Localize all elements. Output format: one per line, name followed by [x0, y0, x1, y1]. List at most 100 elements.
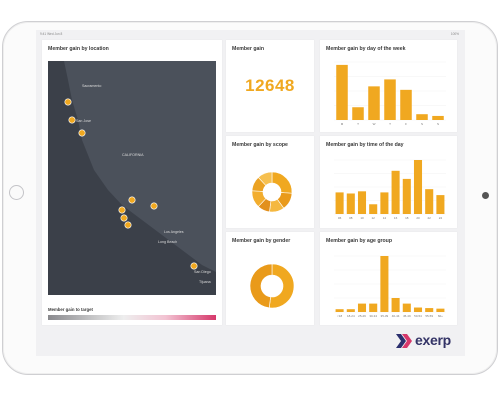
tick-label: 22	[428, 216, 432, 220]
chart-age-group: <18 18-24 25-29 30-34 35-39 40-44 45-49 50-54 55…	[334, 255, 446, 318]
bar[interactable]	[380, 192, 389, 214]
california-map[interactable]: CALIFORNIA Sacramento San Jose Los Angel…	[42, 40, 222, 302]
chart-scope	[251, 171, 293, 213]
tick-label: T	[389, 122, 391, 126]
card-title-time-of-day: Member gain by time of the day	[326, 142, 404, 148]
legend-title: Member gain to target	[48, 307, 93, 312]
map-marker[interactable]	[64, 98, 72, 106]
bar[interactable]	[369, 303, 378, 312]
bar[interactable]	[413, 160, 423, 214]
map-marker[interactable]	[150, 202, 158, 210]
card-time-of-day[interactable]: Member gain by time of the day 06 08 10 12 1…	[320, 136, 457, 228]
bar[interactable]	[432, 115, 444, 120]
tick-label: 18-24	[347, 314, 355, 318]
tick-label: 14	[383, 216, 387, 220]
bar[interactable]	[368, 86, 380, 120]
card-day-of-week[interactable]: Member gain by day of the week M T W T F S S	[320, 40, 457, 132]
map-marker[interactable]	[124, 221, 132, 229]
chart-gender	[249, 263, 295, 309]
exerp-logo-icon	[396, 334, 412, 348]
tick-label: 08	[349, 216, 353, 220]
tick-label: S	[421, 122, 423, 126]
card-title-member-gain: Member gain	[232, 46, 264, 52]
card-title-scope: Member gain by scope	[232, 142, 288, 148]
card-title-gender: Member gain by gender	[232, 238, 291, 244]
map-marker[interactable]	[68, 116, 76, 124]
tick-label: 12	[372, 216, 376, 220]
tick-label: 30-34	[369, 314, 377, 318]
bar[interactable]	[352, 107, 364, 120]
tick-label: M	[341, 122, 344, 126]
bar[interactable]	[416, 114, 428, 120]
tick-label: 24	[439, 216, 443, 220]
member-gain-value: 12648	[245, 76, 295, 95]
bar[interactable]	[402, 303, 411, 312]
card-gender[interactable]: Member gain by gender	[226, 232, 314, 325]
dashboard-screen: 9:41 Wed Jun 8 100% Member gain by locat…	[36, 30, 465, 356]
card-title-location: Member gain by location	[48, 46, 109, 52]
tick-label: 35-39	[381, 314, 389, 318]
bar[interactable]	[425, 308, 434, 312]
bar[interactable]	[436, 308, 445, 312]
bar[interactable]	[402, 178, 411, 214]
map-marker[interactable]	[128, 196, 136, 204]
tick-label: 50-54	[414, 314, 422, 318]
bar[interactable]	[384, 79, 396, 120]
donut-slice[interactable]	[249, 263, 273, 309]
tick-label: 40-44	[392, 314, 400, 318]
tick-label: T	[357, 122, 359, 126]
donut-slice[interactable]	[257, 171, 273, 186]
map-label-san-diego: San Diego	[194, 270, 211, 274]
bar[interactable]	[391, 298, 400, 312]
map-label-sacramento: Sacramento	[82, 84, 101, 88]
bar[interactable]	[346, 309, 355, 312]
donut-slice[interactable]	[271, 171, 293, 194]
tick-label: 06	[338, 216, 342, 220]
tick-label: 18	[405, 216, 409, 220]
bar[interactable]	[346, 193, 355, 214]
map-marker[interactable]	[120, 214, 128, 222]
bar[interactable]	[391, 170, 400, 214]
map-label-san-jose: San Jose	[76, 119, 91, 123]
map-marker[interactable]	[78, 129, 86, 137]
donut-slice[interactable]	[268, 263, 295, 309]
map-label-los-angeles: Los Angeles	[164, 230, 184, 234]
bar[interactable]	[425, 189, 434, 214]
card-age-group[interactable]: Member gain by age group <18 18-24 25-29 30…	[320, 232, 457, 325]
status-time: 9:41 Wed Jun 8	[40, 32, 63, 36]
bar[interactable]	[357, 303, 367, 312]
chart-time-of-day: 06 08 10 12 14 16 18 20 22 24	[334, 159, 446, 220]
tick-label: W	[373, 122, 376, 126]
bar[interactable]	[335, 192, 344, 214]
bar[interactable]	[335, 309, 344, 312]
tick-label: 60+	[438, 314, 443, 318]
bar[interactable]	[413, 307, 423, 312]
map-marker[interactable]	[118, 206, 126, 214]
map-label-california: CALIFORNIA	[122, 153, 144, 157]
tick-label: <18	[337, 314, 342, 318]
card-scope[interactable]: Member gain by scope	[226, 136, 314, 228]
map-ocean	[48, 61, 216, 295]
map-markers	[64, 98, 198, 270]
tick-label: 10	[360, 216, 364, 220]
card-member-gain[interactable]: Member gain 12648	[226, 40, 314, 132]
bar[interactable]	[400, 89, 412, 120]
map-marker[interactable]	[190, 262, 198, 270]
tick-label: 20	[416, 216, 420, 220]
card-title-age-group: Member gain by age group	[326, 238, 393, 244]
bar[interactable]	[369, 204, 378, 214]
map-label-long-beach: Long Beach	[158, 240, 177, 244]
tick-label: 45-49	[403, 314, 411, 318]
home-button[interactable]	[9, 185, 24, 200]
bar[interactable]	[357, 191, 367, 214]
exerp-logo-text: exerp	[415, 332, 451, 348]
bar[interactable]	[380, 256, 389, 312]
card-location[interactable]: Member gain by location CALIFORNIA Sacra…	[42, 40, 222, 325]
legend-gradient	[48, 315, 216, 320]
tick-label: S	[437, 122, 439, 126]
status-battery: 100%	[450, 32, 459, 36]
bar[interactable]	[336, 64, 348, 120]
tick-label: 55-59	[425, 314, 433, 318]
bar[interactable]	[436, 195, 445, 214]
